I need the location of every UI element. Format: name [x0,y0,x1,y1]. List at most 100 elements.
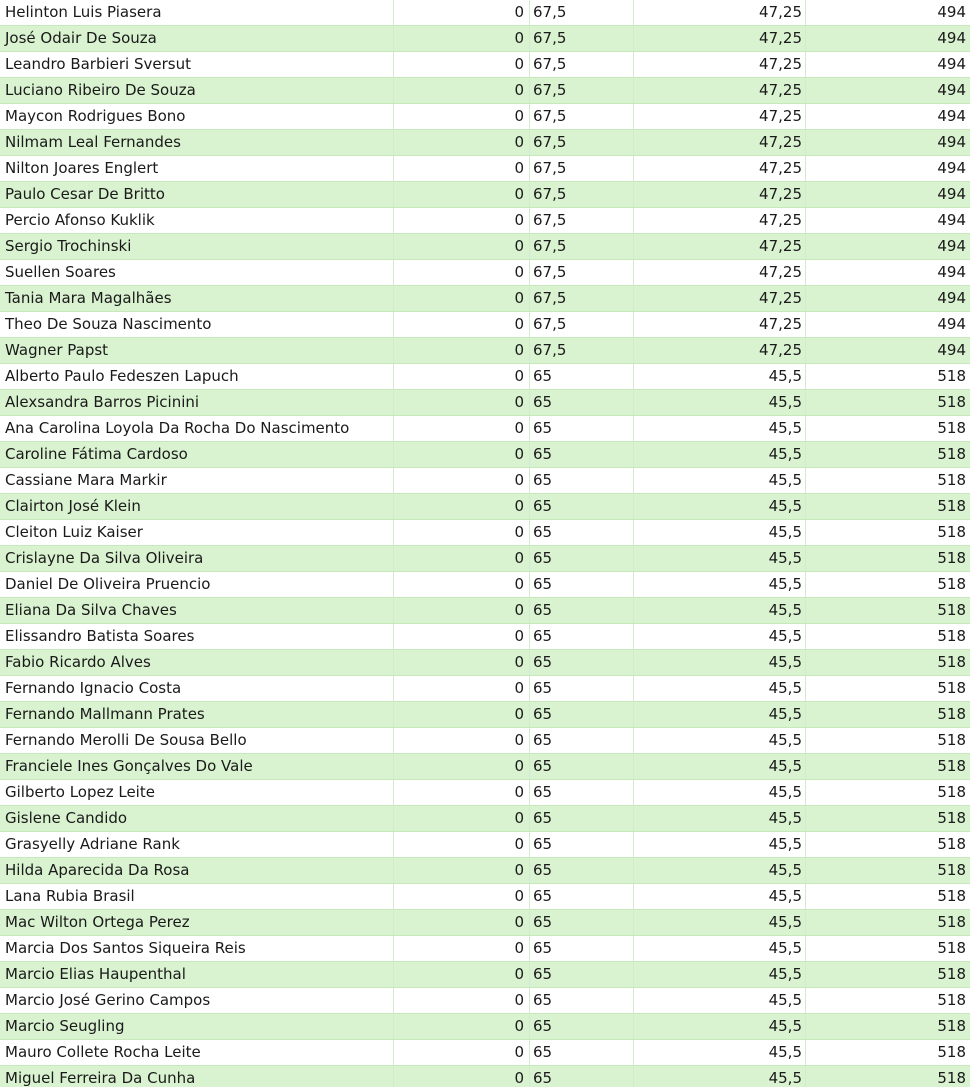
col-c-cell[interactable]: 67,5 [530,52,634,77]
col-b-cell[interactable]: 0 [394,832,530,857]
col-c-cell[interactable]: 65 [530,884,634,909]
col-b-cell[interactable]: 0 [394,884,530,909]
col-e-cell[interactable]: 518 [937,497,966,515]
name-cell[interactable]: Mauro Collete Rocha Leite [0,1040,394,1065]
col-c-cell[interactable]: 67,5 [530,286,634,311]
col-b-cell[interactable]: 0 [394,936,530,961]
col-c-cell[interactable]: 67,5 [530,338,634,363]
col-d-cell[interactable]: 45,5 [634,858,806,883]
col-c-cell[interactable]: 67,5 [530,234,634,259]
col-d-cell[interactable]: 45,5 [634,884,806,909]
col-c-cell[interactable]: 65 [530,1014,634,1039]
name-cell[interactable]: Nilton Joares Englert [0,156,394,181]
col-c-cell[interactable]: 65 [530,1040,634,1065]
col-d-cell[interactable]: 45,5 [634,390,806,415]
name-cell[interactable]: Fernando Mallmann Prates [0,702,394,727]
col-d-cell[interactable]: 45,5 [634,598,806,623]
col-b-cell[interactable]: 0 [394,78,530,103]
col-d-cell[interactable]: 45,5 [634,624,806,649]
col-b-cell[interactable]: 0 [394,286,530,311]
name-cell[interactable]: Miguel Ferreira Da Cunha [0,1066,394,1087]
col-b-cell[interactable]: 0 [394,858,530,883]
col-d-cell[interactable]: 45,5 [634,936,806,961]
col-b-cell[interactable]: 0 [394,728,530,753]
col-c-cell[interactable]: 67,5 [530,312,634,337]
col-c-cell[interactable]: 67,5 [530,260,634,285]
col-b-cell[interactable]: 0 [394,702,530,727]
name-cell[interactable]: Theo De Souza Nascimento [0,312,394,337]
name-cell[interactable]: Lana Rubia Brasil [0,884,394,909]
col-e-cell[interactable]: 518 [937,679,966,697]
col-e-cell[interactable]: 518 [937,393,966,411]
name-cell[interactable]: Percio Afonso Kuklik [0,208,394,233]
col-b-cell[interactable]: 0 [394,650,530,675]
col-b-cell[interactable]: 0 [394,442,530,467]
name-cell[interactable]: Mac Wilton Ortega Perez [0,910,394,935]
col-c-cell[interactable]: 65 [530,910,634,935]
col-e-cell[interactable]: 518 [937,367,966,385]
col-b-cell[interactable]: 0 [394,182,530,207]
col-e-cell[interactable]: 518 [937,991,966,1009]
col-d-cell[interactable]: 45,5 [634,728,806,753]
col-c-cell[interactable]: 67,5 [530,208,634,233]
col-d-cell[interactable]: 47,25 [634,26,806,51]
col-d-cell[interactable]: 45,5 [634,676,806,701]
col-e-cell[interactable]: 494 [937,29,966,47]
col-c-cell[interactable]: 65 [530,624,634,649]
col-b-cell[interactable]: 0 [394,468,530,493]
col-c-cell[interactable]: 65 [530,832,634,857]
col-c-cell[interactable]: 67,5 [530,78,634,103]
col-e-cell[interactable]: 518 [937,887,966,905]
name-cell[interactable]: Gislene Candido [0,806,394,831]
col-c-cell[interactable]: 65 [530,572,634,597]
name-cell[interactable]: Fernando Merolli De Sousa Bello [0,728,394,753]
col-e-cell[interactable]: 518 [937,809,966,827]
name-cell[interactable]: Hilda Aparecida Da Rosa [0,858,394,883]
col-e-cell[interactable]: 518 [937,913,966,931]
col-e-cell[interactable]: 518 [937,835,966,853]
col-d-cell[interactable]: 45,5 [634,962,806,987]
col-b-cell[interactable]: 0 [394,780,530,805]
name-cell[interactable]: Cassiane Mara Markir [0,468,394,493]
col-e-cell[interactable]: 494 [937,3,966,21]
name-cell[interactable]: Daniel De Oliveira Pruencio [0,572,394,597]
col-b-cell[interactable]: 0 [394,494,530,519]
col-c-cell[interactable]: 67,5 [530,130,634,155]
col-e-cell[interactable]: 494 [937,159,966,177]
name-cell[interactable]: Eliana Da Silva Chaves [0,598,394,623]
name-cell[interactable]: Cleiton Luiz Kaiser [0,520,394,545]
col-c-cell[interactable]: 65 [530,520,634,545]
name-cell[interactable]: Fernando Ignacio Costa [0,676,394,701]
col-b-cell[interactable]: 0 [394,208,530,233]
col-d-cell[interactable]: 47,25 [634,234,806,259]
col-c-cell[interactable]: 65 [530,702,634,727]
col-e-cell[interactable]: 518 [937,601,966,619]
col-d-cell[interactable]: 45,5 [634,494,806,519]
name-cell[interactable]: Luciano Ribeiro De Souza [0,78,394,103]
col-c-cell[interactable]: 65 [530,390,634,415]
col-d-cell[interactable]: 47,25 [634,286,806,311]
col-b-cell[interactable]: 0 [394,962,530,987]
col-b-cell[interactable]: 0 [394,234,530,259]
name-cell[interactable]: Marcio Seugling [0,1014,394,1039]
col-d-cell[interactable]: 45,5 [634,754,806,779]
col-e-cell[interactable]: 518 [937,1017,966,1035]
col-e-cell[interactable]: 518 [937,1069,966,1087]
col-b-cell[interactable]: 0 [394,26,530,51]
col-b-cell[interactable]: 0 [394,338,530,363]
col-e-cell[interactable]: 494 [937,289,966,307]
name-cell[interactable]: Grasyelly Adriane Rank [0,832,394,857]
name-cell[interactable]: Caroline Fátima Cardoso [0,442,394,467]
col-d-cell[interactable]: 45,5 [634,780,806,805]
col-e-cell[interactable]: 518 [937,939,966,957]
col-e-cell[interactable]: 494 [937,263,966,281]
col-e-cell[interactable]: 518 [937,731,966,749]
name-cell[interactable]: Marcio Elias Haupenthal [0,962,394,987]
col-b-cell[interactable]: 0 [394,416,530,441]
col-c-cell[interactable]: 65 [530,650,634,675]
col-b-cell[interactable]: 0 [394,910,530,935]
col-d-cell[interactable]: 45,5 [634,1066,806,1087]
col-c-cell[interactable]: 65 [530,858,634,883]
col-b-cell[interactable]: 0 [394,364,530,389]
col-c-cell[interactable]: 65 [530,442,634,467]
